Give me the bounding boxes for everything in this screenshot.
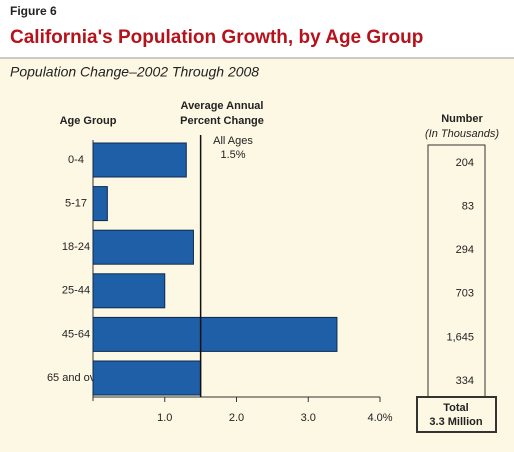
total-value: 3.3 Million (429, 416, 482, 428)
number-box (427, 144, 486, 398)
y-tick-label: 0-4 (68, 154, 84, 166)
bar (92, 142, 187, 178)
x-tick-label: 2.0 (229, 412, 244, 424)
y-tick-label: 25-44 (62, 285, 90, 297)
y-tick-label: 18-24 (62, 241, 90, 253)
number-entry: 703 (456, 288, 474, 300)
reference-label: All Ages (213, 135, 253, 147)
header-band (0, 0, 514, 58)
number-entry: 204 (456, 157, 474, 169)
y-tick-label: 45-64 (62, 328, 90, 340)
bar (92, 316, 338, 352)
y-tick-label: 5-17 (65, 198, 87, 210)
figure-label: Figure 6 (10, 4, 57, 18)
number-unit: (In Thousands) (425, 128, 499, 140)
number-entry: 83 (462, 201, 474, 213)
value-header: Percent Change (180, 115, 264, 127)
bar (92, 229, 194, 265)
number-entry: 334 (456, 375, 474, 387)
x-tick-label: 4.0% (367, 412, 392, 424)
number-entry: 1,645 (446, 331, 474, 343)
bar (92, 186, 108, 222)
bar (92, 360, 202, 396)
x-tick-label: 3.0 (301, 412, 316, 424)
chart-subtitle: Population Change–2002 Through 2008 (10, 64, 259, 80)
y-tick-label: 65 and over (47, 372, 105, 384)
total-box (416, 396, 497, 433)
value-header: Average Annual (181, 100, 264, 112)
bar (92, 273, 166, 309)
total-label: Total (443, 402, 468, 414)
x-tick-label: 1.0 (157, 412, 172, 424)
number-header: Number (441, 113, 483, 125)
chart-title: California's Population Growth, by Age G… (10, 27, 423, 48)
number-entry: 294 (456, 244, 474, 256)
category-header: Age Group (60, 115, 117, 127)
reference-value: 1.5% (220, 149, 245, 161)
